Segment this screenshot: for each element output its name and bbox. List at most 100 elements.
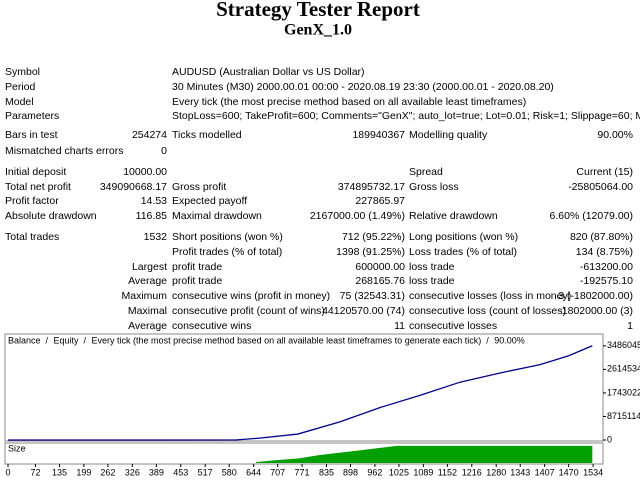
legend-sep: / — [46, 335, 49, 345]
report-cell: consecutive wins (profit in money) — [172, 290, 330, 302]
report-cell: -25805064.00 — [568, 181, 633, 193]
report-cell: Current (15) — [576, 166, 633, 178]
report-cell: consecutive wins — [172, 320, 251, 332]
report-cell: 254274 — [132, 129, 167, 141]
x-tick-label: 517 — [198, 467, 213, 477]
size-label: Size — [8, 443, 26, 453]
x-tick-label: 898 — [343, 467, 358, 477]
balance-line — [7, 345, 593, 441]
report-cell: Average — [128, 275, 167, 287]
report-cell: 14.53 — [141, 195, 167, 207]
legend-sep: / — [486, 335, 489, 345]
report-cell: consecutive loss (count of losses) — [409, 305, 566, 317]
report-cell: profit trade — [172, 261, 222, 273]
x-tick-label: 453 — [173, 467, 188, 477]
report-cell: Gross loss — [409, 181, 459, 193]
report-cell: 374895732.17 — [338, 181, 405, 193]
report-cell: StopLoss=600; TakeProfit=600; Comments="… — [172, 110, 640, 122]
report-cell: Maximum — [121, 290, 167, 302]
report-cell: 2167000.00 (1.49%) — [310, 210, 405, 222]
report-cell: Short positions (won %) — [172, 231, 283, 243]
report-cell: Spread — [409, 166, 443, 178]
report-cell: 349090668.17 — [100, 181, 167, 193]
x-tick-label: 0 — [5, 467, 10, 477]
report-cell: Loss trades (% of total) — [409, 246, 517, 258]
report-cell: 11 — [394, 320, 405, 332]
x-tick-label: 1025 — [389, 467, 409, 477]
report-cell: Expected payoff — [172, 195, 247, 207]
size-area — [255, 445, 593, 463]
report-cell: 6.60% (12079.00) — [550, 210, 633, 222]
report-cell: 3 (-1802000.00) — [558, 290, 633, 302]
report-cell: 116.85 — [136, 210, 167, 222]
report-cell: 820 (87.80%) — [570, 231, 633, 243]
report-cell: 44120570.00 (74) — [322, 305, 405, 317]
report-cell: Relative drawdown — [409, 210, 498, 222]
chart-frame — [4, 333, 604, 442]
x-tick-label: 1343 — [510, 467, 530, 477]
y-tick-label: 87151148 — [607, 411, 640, 421]
x-tick-label: 835 — [319, 467, 334, 477]
report-cell: 90.00% — [597, 129, 633, 141]
report-cell: Ticks modelled — [172, 129, 242, 141]
x-tick-label: 1089 — [413, 467, 433, 477]
report-cell: Maximal — [128, 305, 167, 317]
legend-entry: Equity — [54, 335, 80, 345]
report-cell: Period — [5, 81, 36, 93]
legend-entry: 90.00% — [494, 335, 525, 345]
x-tick-label: 771 — [295, 467, 310, 477]
report-cell: Total net profit — [5, 181, 71, 193]
x-tick-label: 962 — [367, 467, 382, 477]
report-cell: Maximal drawdown — [172, 210, 262, 222]
report-cell: profit trade — [172, 275, 222, 287]
report-cell: Model — [5, 96, 34, 108]
report-cell: Long positions (won %) — [409, 231, 518, 243]
report-cell: 712 (95.22%) — [342, 231, 405, 243]
report-cell: 10000.00 — [123, 166, 167, 178]
report-cell: 75 (32543.31) — [340, 290, 405, 302]
report-cell: 134 (8.75%) — [576, 246, 633, 258]
x-tick-label: 135 — [52, 467, 67, 477]
report-cell: 268165.76 — [355, 275, 405, 287]
x-tick-label: 1216 — [462, 467, 482, 477]
report-cell: 600000.00 — [355, 261, 405, 273]
legend-sep: / — [84, 335, 87, 345]
report-cell: Initial deposit — [5, 166, 66, 178]
report-cell: Mismatched charts errors — [5, 145, 123, 157]
report-cell: 227865.97 — [355, 195, 405, 207]
report-cell: Absolute drawdown — [5, 210, 97, 222]
report-cell: 30 Minutes (M30) 2000.00.01 00:00 - 2020… — [172, 81, 554, 93]
report-cell: consecutive profit (count of wins) — [172, 305, 325, 317]
report-cell: consecutive losses (loss in money) — [409, 290, 571, 302]
report-cell: Largest — [132, 261, 167, 273]
report-cell: Symbol — [5, 66, 40, 78]
report-cell: Gross profit — [172, 181, 226, 193]
legend-entry: Every tick (the most precise method base… — [92, 335, 482, 345]
y-tick-label: 26145344 — [607, 364, 640, 374]
x-tick-label: 644 — [246, 467, 261, 477]
y-tick-label: 17430229 — [607, 387, 640, 397]
report-cell: -1802000.00 (3) — [558, 305, 633, 317]
report-cell: -613200.00 — [580, 261, 633, 273]
x-tick-label: 389 — [149, 467, 164, 477]
x-tick-label: 580 — [222, 467, 237, 477]
x-tick-label: 1152 — [438, 467, 457, 477]
report-cell: loss trade — [409, 261, 455, 273]
x-tick-label: 199 — [76, 467, 91, 477]
report-cell: 189940367 — [352, 129, 405, 141]
report-cell: Every tick (the most precise method base… — [172, 96, 526, 108]
report-cell: Total trades — [5, 231, 59, 243]
report-cell: consecutive losses — [409, 320, 497, 332]
x-tick-label: 326 — [125, 467, 140, 477]
x-tick-label: 1470 — [559, 467, 579, 477]
report-cell: Bars in test — [5, 129, 58, 141]
y-tick-label: 0 — [607, 434, 612, 444]
report-cell: Modelling quality — [409, 129, 488, 141]
report-cell: 0 — [161, 145, 167, 157]
x-tick-label: 1280 — [486, 467, 506, 477]
report-cell: 1 — [627, 320, 633, 332]
report-title: Strategy Tester Report — [216, 0, 420, 21]
x-tick-label: 262 — [100, 467, 115, 477]
x-tick-label: 1407 — [535, 467, 555, 477]
